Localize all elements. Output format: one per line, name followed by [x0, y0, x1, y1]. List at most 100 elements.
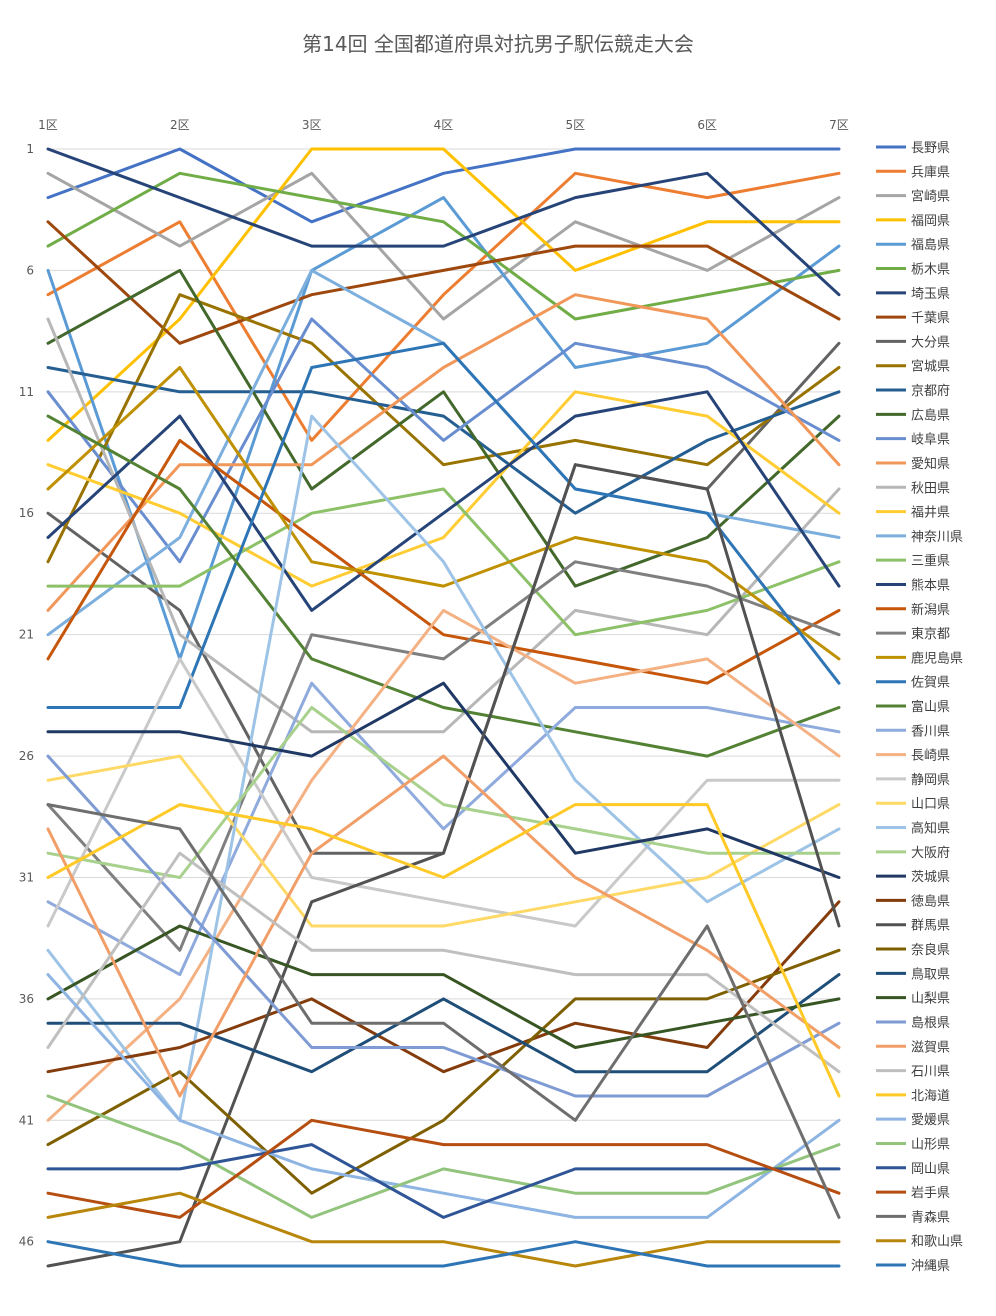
y-tick-label: 6 — [26, 263, 34, 277]
y-tick-label: 21 — [19, 628, 34, 642]
series-line — [46, 948, 841, 1195]
legend-label: 茨城県 — [911, 870, 950, 885]
series-line — [46, 560, 841, 952]
series-line — [46, 366, 841, 515]
series-line — [46, 268, 841, 637]
legend-label: 新潟県 — [911, 602, 950, 618]
legend-label: 滋賀県 — [911, 1040, 950, 1055]
y-tick-label: 31 — [19, 870, 34, 884]
legend-label: 島根県 — [911, 1016, 950, 1031]
series-line — [46, 268, 841, 588]
series-line — [46, 293, 841, 612]
series-line — [46, 924, 841, 1049]
legend-label: 岩手県 — [911, 1186, 950, 1201]
legend-label: 高知県 — [911, 821, 950, 837]
series-line — [46, 366, 841, 661]
legend-label: 山形県 — [911, 1137, 950, 1152]
legend-label: 京都府 — [911, 384, 950, 399]
x-tick-label: 2区 — [170, 118, 190, 132]
legend-label: 香川県 — [911, 724, 950, 739]
legend-label: 群馬県 — [911, 919, 950, 934]
legend-label: 愛媛県 — [911, 1113, 950, 1128]
series-line — [46, 1240, 841, 1268]
x-tick-label: 3区 — [302, 118, 322, 132]
series-line — [46, 706, 841, 879]
y-tick-label: 1 — [26, 142, 34, 156]
series-line — [46, 608, 841, 1122]
legend-label: 栃木県 — [911, 263, 950, 278]
x-tick-label: 4区 — [434, 118, 454, 132]
legend-label: 石川県 — [911, 1065, 950, 1080]
series-line — [46, 293, 841, 564]
x-tick-label: 7区 — [829, 118, 849, 132]
series-line — [46, 851, 841, 1074]
legend-label: 大分県 — [911, 335, 950, 350]
series-line — [46, 147, 841, 224]
legend-label: 北海道 — [911, 1089, 950, 1104]
series-line — [46, 341, 841, 709]
series-line — [46, 390, 841, 588]
legend-label: 佐賀県 — [911, 676, 950, 691]
y-tick-label: 36 — [19, 992, 34, 1006]
series-line — [46, 754, 841, 1098]
legend-label: 静岡県 — [911, 773, 950, 788]
legend-label: 福島県 — [911, 238, 950, 253]
legend-label: 長崎県 — [911, 749, 950, 764]
y-tick-label: 16 — [19, 506, 34, 520]
x-tick-label: 6区 — [697, 118, 717, 132]
series-line — [46, 657, 841, 928]
legend-label: 東京都 — [911, 626, 950, 642]
series-line — [46, 681, 841, 977]
series-line — [46, 147, 841, 442]
series-line — [46, 1191, 841, 1268]
series-line — [46, 171, 841, 321]
legend-label: 青森県 — [911, 1210, 950, 1225]
series-line — [46, 317, 841, 734]
series-line — [46, 390, 841, 612]
series-line — [46, 463, 841, 1268]
series-line — [46, 341, 841, 855]
x-tick-label: 1区 — [38, 118, 58, 132]
y-tick-label: 41 — [19, 1113, 34, 1127]
series-line — [46, 900, 841, 1074]
legend-label: 福岡県 — [911, 214, 950, 229]
series-line — [46, 973, 841, 1074]
legend-label: 岡山県 — [911, 1162, 950, 1177]
series-line — [46, 438, 841, 685]
series-line — [46, 973, 841, 1219]
legend-label: 福井県 — [911, 506, 950, 521]
legend-label: 岐阜県 — [911, 432, 950, 448]
series-line — [46, 1143, 841, 1219]
legend-label: 三重県 — [911, 553, 950, 569]
chart-title: 第14回 全国都道府県対抗男子駅伝競走大会 — [302, 32, 694, 56]
series-line — [46, 1094, 841, 1219]
series-line — [46, 171, 841, 321]
series-line — [46, 414, 841, 758]
y-tick-label: 46 — [19, 1235, 34, 1249]
legend: 長野県兵庫県宮崎県福岡県福島県栃木県埼玉県千葉県大分県宮城県京都府広島県岐阜県愛… — [876, 141, 963, 1274]
series-line — [46, 681, 841, 879]
series-line — [46, 487, 841, 637]
legend-label: 山梨県 — [911, 992, 950, 1007]
legend-label: 愛知県 — [911, 456, 950, 472]
series-line — [46, 147, 841, 297]
series-line — [46, 803, 841, 1219]
legend-label: 和歌山県 — [911, 1235, 963, 1250]
legend-label: 熊本県 — [911, 577, 950, 593]
x-axis-ticks: 1区 2区 3区 4区 5区 6区 7区 — [38, 118, 849, 132]
series-line — [46, 1118, 841, 1219]
legend-label: 鳥取県 — [911, 967, 950, 982]
series-line — [46, 171, 841, 442]
y-tick-label: 11 — [19, 385, 34, 399]
legend-label: 兵庫県 — [911, 165, 950, 180]
series-line — [46, 754, 841, 928]
legend-label: 広島県 — [911, 408, 950, 423]
legend-label: 奈良県 — [911, 942, 950, 958]
series-line — [46, 414, 841, 1122]
legend-label: 埼玉県 — [911, 287, 950, 302]
legend-label: 千葉県 — [911, 311, 950, 326]
legend-label: 長野県 — [911, 141, 950, 156]
legend-label: 鹿児島県 — [911, 650, 963, 666]
